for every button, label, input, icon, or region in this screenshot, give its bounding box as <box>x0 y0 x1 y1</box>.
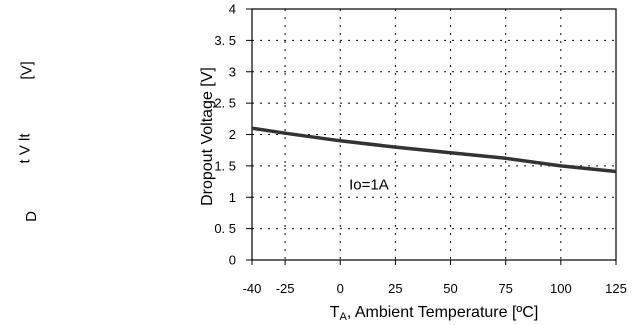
x-tick-label: 125 <box>605 281 627 296</box>
x-axis-label-main: T <box>330 304 340 321</box>
series-layer <box>251 126 617 174</box>
y-tick-label: 4 <box>229 2 236 17</box>
series-line <box>251 126 617 174</box>
x-axis-label: TA, Ambient Temperature [ºC] <box>330 304 539 323</box>
x-axis-label-subscript: A <box>340 311 348 323</box>
y-tick-labels: 0 0. 5 1 1. 5 2 2. 5 3 3. 5 4 <box>214 2 252 268</box>
y-tick-label: 3. 5 <box>214 33 236 48</box>
x-tick-label: 0 <box>337 281 344 296</box>
y-tick-label: 0. 5 <box>214 221 236 236</box>
x-tick-label: 50 <box>443 281 457 296</box>
y-axis-label: Dropout Voltage [V] <box>199 67 216 206</box>
x-tick-labels: -40 -25 0 25 50 75 100 125 <box>243 260 627 296</box>
x-axis-label-rest: , Ambient Temperature [ºC] <box>347 304 538 321</box>
x-tick-label: 100 <box>550 281 572 296</box>
y-tick-label: 1. 5 <box>214 158 236 173</box>
x-tick-label: 25 <box>388 281 402 296</box>
grid-layer <box>252 9 616 260</box>
x-tick-label: 75 <box>498 281 512 296</box>
y-tick-label: 2 <box>229 127 236 142</box>
y-tick-label: 3 <box>229 64 236 79</box>
y-tick-label: 0 <box>229 253 236 268</box>
y-tick-label: 2. 5 <box>214 96 236 111</box>
x-tick-label: -25 <box>276 281 295 296</box>
y-tick-label: 1 <box>229 190 236 205</box>
annotation-io: Io=1A <box>349 177 389 194</box>
x-tick-label: -40 <box>243 281 262 296</box>
